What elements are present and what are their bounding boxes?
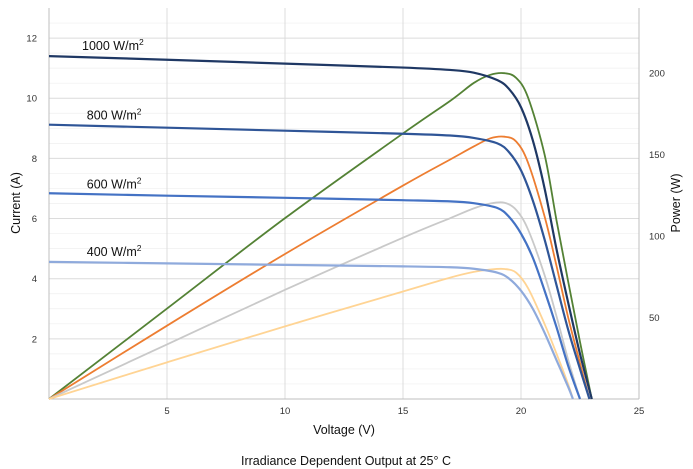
y2-tick-label: 200	[649, 69, 665, 80]
current-curve-800	[48, 123, 591, 400]
grid	[49, 8, 640, 399]
current-curve-400	[48, 260, 574, 400]
irradiance-label: 400 W/m2	[87, 243, 142, 259]
y2-tick-label: 100	[649, 232, 665, 243]
x-tick-label: 5	[164, 406, 169, 417]
superscript: 2	[139, 37, 144, 47]
x-axis-title: Voltage (V)	[313, 423, 375, 437]
y-tick-label: 2	[32, 334, 37, 345]
x-tick-label: 25	[634, 406, 645, 417]
current-curve-600	[48, 192, 582, 400]
y2-axis-title: Power (W)	[669, 173, 683, 232]
irradiance-label: 600 W/m2	[87, 175, 142, 191]
current-curve-1000	[48, 55, 593, 400]
superscript: 2	[137, 175, 142, 185]
power-curve-400	[48, 267, 574, 400]
y-tick-label: 10	[26, 94, 37, 105]
series-lines	[48, 55, 593, 400]
power-curve-600	[48, 201, 581, 400]
y-tick-label: 4	[32, 274, 37, 285]
irradiance-label: 800 W/m2	[87, 106, 142, 122]
y2-tick-label: 50	[649, 313, 660, 324]
y-tick-label: 12	[26, 34, 37, 45]
tick-labels: 5 10 15 20 25 2 4 6 8 10 12 50 100 150 200	[26, 34, 664, 417]
superscript: 2	[137, 243, 142, 253]
superscript: 2	[137, 106, 142, 116]
power-curve-800	[48, 135, 591, 400]
y-axis-title: Current (A)	[9, 172, 23, 234]
irradiance-labels: 1000 W/m2 800 W/m2 600 W/m2 400 W/m2	[82, 37, 144, 259]
x-tick-label: 20	[516, 406, 527, 417]
irradiance-label: 1000 W/m2	[82, 37, 144, 53]
y2-tick-label: 150	[649, 150, 665, 161]
x-tick-label: 15	[398, 406, 409, 417]
axes	[48, 8, 640, 400]
x-tick-label: 10	[280, 406, 291, 417]
y-tick-label: 8	[32, 154, 37, 165]
power-curve-1000	[48, 72, 593, 400]
chart-caption: Irradiance Dependent Output at 25° C	[241, 454, 451, 468]
y-tick-label: 6	[32, 214, 37, 225]
